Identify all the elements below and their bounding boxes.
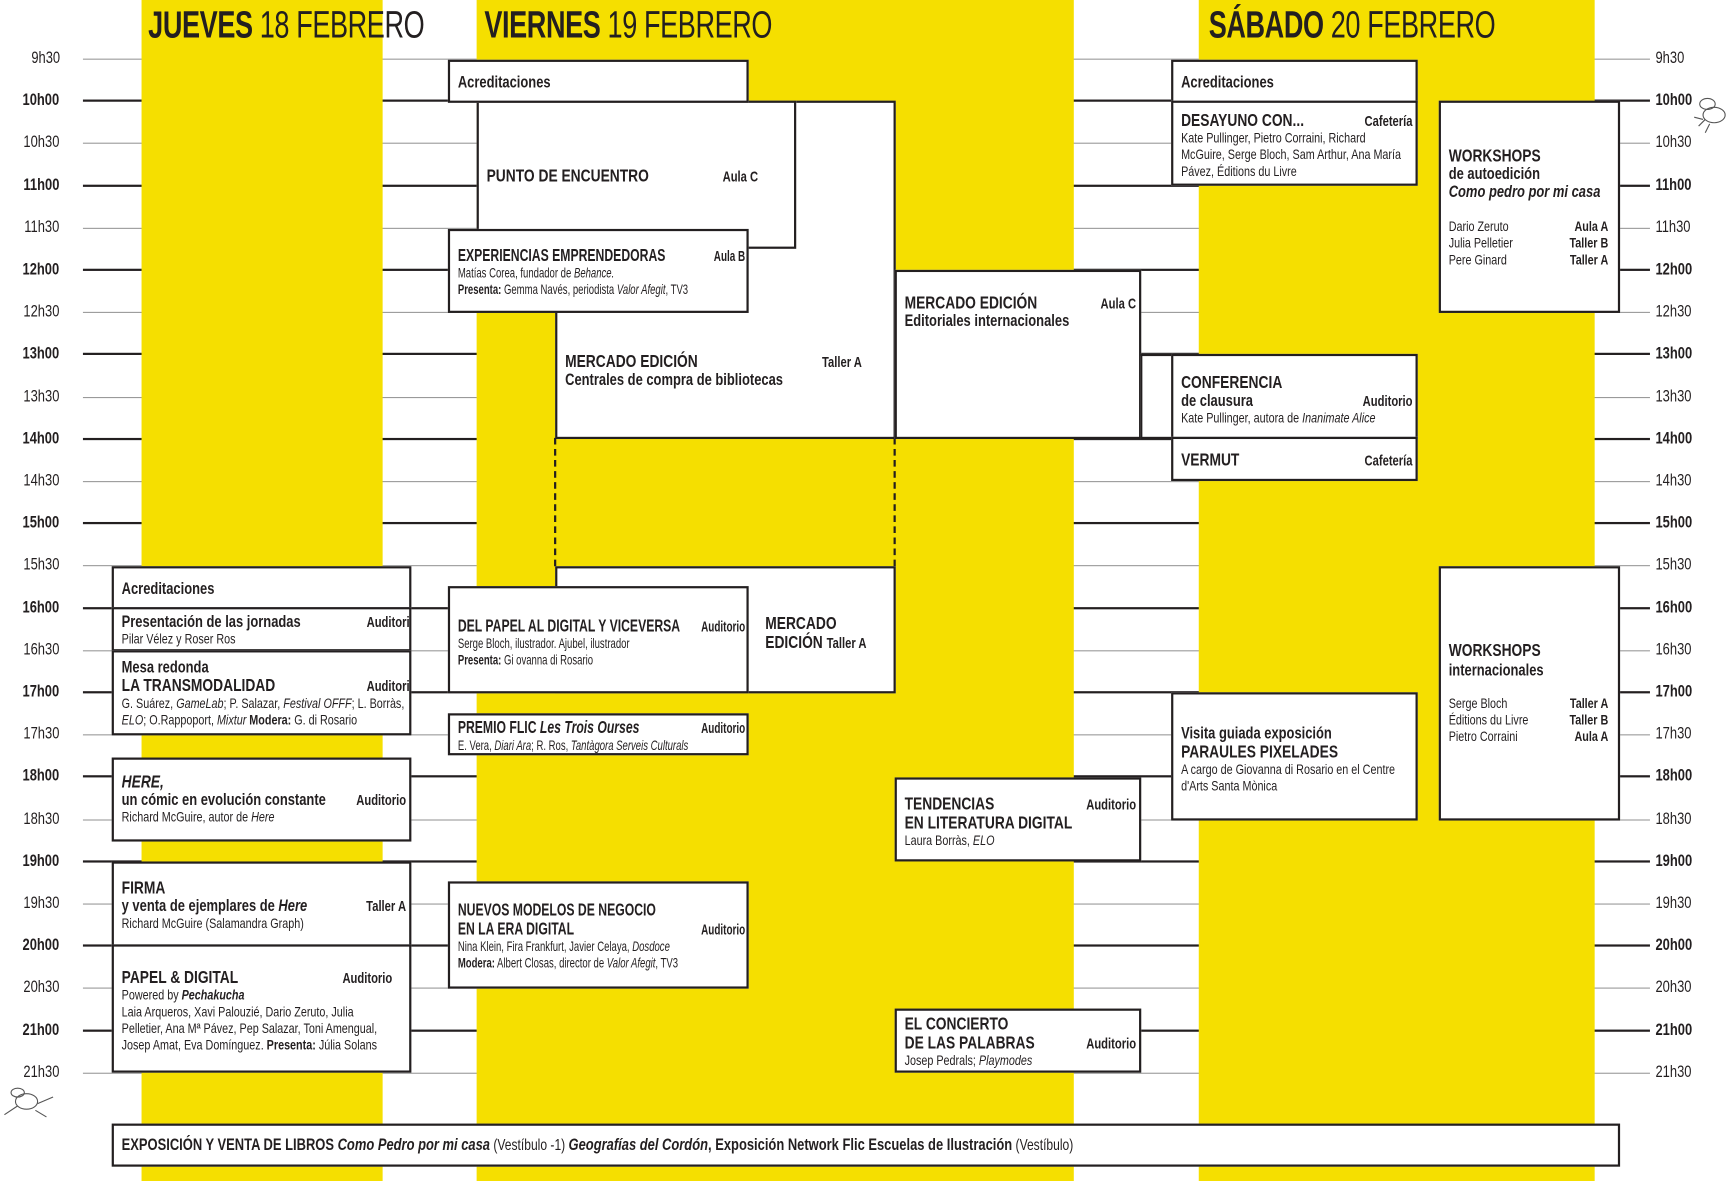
day-header-viernes: VIERNES 19 FEBRERO [484, 4, 773, 47]
time-label-right: 14h00 [1655, 428, 1693, 448]
time-label-left: 18h00 [23, 766, 60, 786]
time-label-left: 17h00 [23, 682, 60, 702]
day-header-jueves: JUEVES 18 FEBRERO [148, 4, 425, 47]
time-label-left: 20h00 [23, 935, 60, 955]
time-label-right: 19h00 [1655, 851, 1693, 871]
time-label-right: 11h00 [1655, 175, 1692, 195]
time-label-left: 13h00 [23, 344, 60, 364]
footer-exposicion[interactable]: EXPOSICIÓN Y VENTA DE LIBROS Como Pedro … [111, 1123, 1621, 1167]
time-label-left: 11h30 [24, 217, 60, 237]
event-acreditaciones-jueves[interactable]: Acreditaciones [111, 566, 412, 610]
time-label-right: 16h00 [1655, 597, 1693, 617]
time-label-left: 16h30 [23, 640, 60, 659]
event-vermut[interactable]: VERMUT Cafetería [1171, 436, 1418, 482]
event-firma[interactable]: FIRMA y venta de ejemplares de Here Taller… [111, 861, 412, 947]
time-label-left: 15h00 [23, 513, 60, 533]
time-label-right: 21h30 [1655, 1062, 1692, 1082]
time-label-left: 10h30 [23, 133, 60, 152]
event-acreditaciones-viernes[interactable]: Acreditaciones [447, 59, 749, 103]
time-label-right: 10h30 [1655, 133, 1692, 152]
time-label-left: 12h00 [23, 259, 60, 279]
time-label-right: 16h30 [1655, 640, 1692, 659]
workshop-row: Julia Pelletier Taller B [1448, 235, 1609, 252]
event-experiencias-emprendedoras[interactable]: EXPERIENCIAS EMPRENDEDORAS Aula B Matías … [447, 228, 749, 313]
time-label-left: 14h00 [23, 428, 60, 448]
event-tendencias[interactable]: TENDENCIAS Auditorio EN LITERATURA DIGITAL… [894, 777, 1142, 862]
workshop-row: Dario Zeruto Aula A [1448, 218, 1609, 235]
time-label-right: 21h00 [1655, 1020, 1693, 1040]
time-label-left: 13h30 [23, 386, 60, 406]
event-punto-de-encuentro[interactable]: PUNTO DE ENCUENTRO Aula C [476, 100, 797, 249]
event-here[interactable]: HERE, un cómic en evolución constante Audi… [111, 757, 412, 842]
time-label-left: 16h00 [23, 597, 60, 617]
time-label-right: 18h00 [1655, 766, 1693, 786]
time-label-left: 19h30 [23, 893, 60, 913]
time-label-right: 13h30 [1655, 386, 1692, 406]
bee-doodle-icon [4, 1087, 54, 1118]
time-label-right: 10h00 [1655, 90, 1693, 110]
time-label-left: 10h00 [23, 90, 60, 110]
time-label-left: 14h30 [23, 471, 60, 490]
day-header-sabado: SÁBADO 20 FEBRERO [1208, 4, 1496, 47]
event-desayuno[interactable]: DESAYUNO CON... Cafetería Kate Pullinger, … [1171, 100, 1418, 186]
time-label-right: 11h30 [1655, 217, 1691, 237]
event-presentacion[interactable]: Presentación de las jornadasAuditorioPil… [111, 607, 412, 652]
dashed-connector [554, 437, 557, 567]
time-label-left: 21h00 [23, 1020, 60, 1040]
time-label-right: 15h00 [1655, 513, 1693, 533]
connector-frame [1140, 353, 1174, 440]
time-label-left: 17h30 [23, 724, 60, 744]
time-label-right: 20h30 [1655, 978, 1692, 997]
time-label-right: 19h30 [1655, 893, 1692, 913]
dashed-connector [893, 437, 896, 567]
time-label-right: 18h30 [1655, 809, 1692, 828]
time-label-right: 12h30 [1655, 302, 1692, 321]
bee-doodle-icon [1694, 97, 1726, 133]
event-visita-guiada[interactable]: Visita guiada exposición PARAULES PIXELAD… [1171, 692, 1418, 821]
time-label-right: 17h30 [1655, 724, 1692, 744]
time-label-left: 21h30 [23, 1062, 60, 1082]
event-workshops-internacionales[interactable]: WORKSHOPS internacionales Serge Bloch Tall… [1438, 566, 1621, 821]
time-label-left: 12h30 [23, 302, 60, 321]
event-mercado-edicion-internacionales[interactable]: MERCADO EDICIÓN Aula C Editoriales interna… [894, 269, 1142, 440]
time-label-right: 20h00 [1655, 935, 1693, 955]
event-el-concierto[interactable]: EL CONCIERTO DE LAS PALABRAS Auditorio Jose… [894, 1008, 1142, 1073]
time-label-left: 19h00 [23, 851, 60, 871]
time-label-left: 20h30 [23, 978, 60, 997]
time-label-right: 17h00 [1655, 682, 1693, 702]
time-label-right: 14h30 [1655, 471, 1692, 490]
event-nuevos-modelos[interactable]: NUEVOS MODELOS DE NEGOCIO EN LA ERA DIGIT… [447, 881, 749, 989]
workshop-row: Pere Ginard Taller A [1448, 252, 1609, 268]
time-label-left: 15h30 [23, 555, 60, 575]
event-papel-digital[interactable]: PAPEL & DIGITAL Auditorio Powered by Pech… [111, 944, 412, 1073]
time-label-right: 15h30 [1655, 555, 1692, 575]
time-label-left: 9h30 [30, 48, 60, 68]
time-label-left: 18h30 [23, 809, 60, 828]
workshop-row: Serge Bloch Taller A [1448, 695, 1609, 712]
event-workshops-autoedicion[interactable]: WORKSHOPS de autoedición Como pedro por mi… [1438, 100, 1621, 313]
event-premio-flic[interactable]: PREMIO FLIC Les Trois Ourses Auditorio E.… [447, 713, 749, 756]
event-acreditaciones-sabado[interactable]: Acreditaciones [1171, 59, 1418, 103]
workshop-row: Éditions du Livre Taller B [1448, 712, 1609, 728]
time-label-left: 11h00 [23, 175, 60, 195]
time-label-right: 13h00 [1655, 344, 1693, 364]
event-conferencia-clausura[interactable]: CONFERENCIA de clausura Auditorio Kate Pull… [1171, 353, 1418, 440]
time-label-right: 12h00 [1655, 259, 1693, 279]
event-del-papel-al-digital[interactable]: DEL PAPEL AL DIGITAL Y VICEVERSA Auditori… [447, 586, 749, 694]
workshop-row: Pietro Corraini Aula A [1448, 728, 1609, 745]
time-label-right: 9h30 [1655, 48, 1685, 68]
